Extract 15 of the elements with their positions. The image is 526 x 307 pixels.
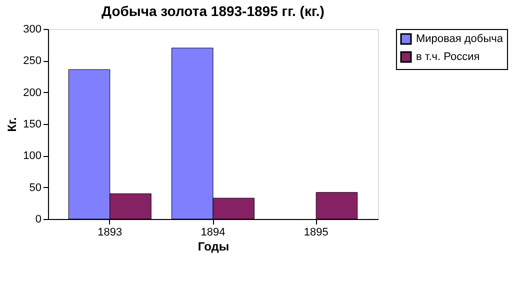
y-tick-label: 150 (23, 118, 42, 130)
y-axis-title: Кг. (5, 117, 20, 132)
x-tick-label: 1894 (200, 226, 226, 238)
y-tick-label: 300 (23, 24, 42, 36)
x-axis-title: Годы (198, 240, 230, 254)
x-tick-label: 1895 (304, 226, 328, 238)
chart-title: Добыча золота 1893-1895 гг. (кг.) (102, 3, 324, 19)
x-tick-label: 1893 (98, 226, 122, 238)
y-tick-label: 250 (23, 55, 42, 68)
y-tick-label: 200 (23, 86, 42, 99)
legend-label: в т.ч. Россия (416, 51, 480, 63)
legend-label: Мировая добыча (416, 33, 504, 45)
y-tick-label: 0 (35, 214, 42, 226)
y-tick-label: 50 (29, 182, 42, 194)
y-tick-label: 100 (23, 150, 42, 162)
